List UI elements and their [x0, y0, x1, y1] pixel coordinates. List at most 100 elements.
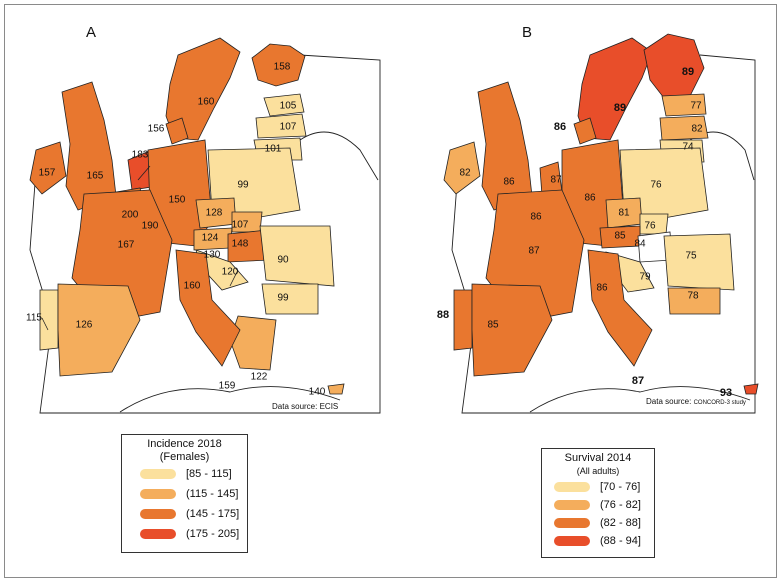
legend-a-swatch: [140, 509, 176, 519]
region-estonia: [661, 93, 707, 117]
legend-a-item-label: (175 - 205]: [186, 528, 240, 540]
legend-b-swatch: [554, 536, 590, 546]
map-a-label-hungary: 148: [232, 239, 249, 250]
map-a-label-slovakia: 107: [232, 220, 249, 231]
legend-b-item: (88 - 94]: [554, 532, 654, 550]
map-a-label-spain: 126: [76, 320, 93, 331]
map-a-label-latvia: 107: [280, 122, 297, 133]
map-b-label-belgium: 86: [530, 212, 542, 223]
map-b-label-malta: 87: [632, 375, 644, 387]
region-romania: [663, 233, 735, 291]
map-a-label-luxembourg: 190: [142, 221, 159, 232]
map-b-label-italy: 86: [596, 283, 608, 294]
map-b-label-spain: 85: [487, 320, 499, 331]
map-b-label-romania: 75: [685, 251, 697, 262]
panel-a-letter: A: [86, 24, 97, 41]
legend-b-item: [70 - 76]: [554, 478, 654, 496]
legend-a-item-label: [85 - 115]: [186, 468, 232, 480]
legend-a-swatch: [140, 489, 176, 499]
map-a-label-cyprus: 140: [309, 387, 326, 398]
panel-b-data-source: Data source: CONCORD-3 study: [646, 397, 746, 406]
map-a-label-ireland: 157: [39, 168, 56, 179]
legend-a-swatch: [140, 529, 176, 539]
map-b-label-france: 87: [528, 246, 540, 257]
legend-a-subtitle: (Females): [159, 451, 210, 463]
map-a-label-romania: 90: [277, 255, 289, 266]
map-b-label-poland: 76: [650, 180, 662, 191]
map-a-leaders: [41, 165, 239, 331]
legend-a: Incidence 2018 (Females) [85 - 115] (115…: [121, 434, 248, 553]
map-a-label-uk: 165: [87, 171, 104, 182]
map-b-label-portugal: 88: [437, 309, 449, 321]
map-b-label-ireland: 82: [459, 168, 471, 179]
legend-a-item: (145 - 175]: [140, 504, 247, 524]
panel-b-letter: B: [522, 24, 533, 41]
map-b-label-latvia: 82: [691, 124, 703, 135]
legend-a-item: [85 - 115]: [140, 464, 247, 484]
map-b-label-netherlands: 87: [550, 175, 562, 186]
map-a-label-lithuania: 101: [265, 144, 282, 155]
legend-b-swatch: [554, 518, 590, 528]
map-b-label-cyprus: 93: [720, 387, 732, 399]
map-b-label-czechia: 81: [618, 208, 630, 219]
region-latvia: [659, 115, 709, 141]
map-b-label-uk: 86: [503, 177, 515, 188]
region-romania: [259, 225, 335, 287]
map-a-label-bulgaria: 99: [277, 293, 289, 304]
legend-b-item-label: (76 - 82]: [600, 499, 641, 511]
map-a-label-czechia: 128: [206, 208, 223, 219]
region-portugal: [39, 289, 59, 351]
map-a-label-malta: 159: [219, 381, 236, 392]
legend-a-item: (115 - 145]: [140, 484, 247, 504]
legend-a-item-label: (115 - 145]: [186, 488, 239, 500]
map-a-labels: 160 158 105 107 101 156 157 165 183 200 …: [26, 62, 326, 398]
legend-b: Survival 2014 (All adults) [70 - 76] (76…: [541, 448, 655, 558]
map-b-labels: 89 89 77 82 74 86 82 86 87 86 86 76 81 7…: [437, 66, 732, 399]
region-cyprus: [743, 383, 759, 395]
figure-frame: [4, 4, 777, 578]
map-b-label-norway: 89: [614, 102, 626, 114]
region-spain: [471, 283, 553, 377]
map-a-countries: [29, 37, 345, 395]
map-a-label-finland: 158: [274, 62, 291, 73]
legend-a-swatch: [140, 469, 176, 479]
map-a-label-germany: 150: [169, 195, 186, 206]
map-b-label-slovenia: 84: [634, 239, 646, 250]
map-b-label-austria: 85: [614, 231, 626, 242]
map-b-label-finland: 89: [682, 66, 694, 78]
legend-b-item-label: (88 - 94]: [600, 535, 641, 547]
panel-b-data-source-detail: CONCORD-3 study: [693, 400, 746, 406]
map-a-label-netherlands: 183: [132, 150, 149, 161]
map-b-label-slovakia: 76: [644, 221, 656, 232]
region-italy: [175, 249, 241, 367]
region-latvia: [255, 113, 307, 139]
legend-b-title: Survival 2014: [564, 452, 632, 464]
region-estonia: [263, 93, 305, 117]
region-norway: [165, 37, 241, 141]
legend-b-item: (82 - 88]: [554, 514, 654, 532]
legend-a-item-label: (145 - 175]: [186, 508, 240, 520]
map-a-label-belgium: 200: [122, 210, 139, 221]
map-a-label-portugal: 115: [26, 313, 42, 324]
region-cyprus: [327, 383, 345, 395]
map-b-label-denmark: 86: [554, 121, 566, 133]
region-finland: [251, 43, 306, 87]
map-b-countries: [443, 33, 759, 395]
map-a-label-estonia: 105: [280, 101, 297, 112]
map-b-label-lithuania: 74: [682, 142, 694, 153]
map-a-label-norway: 160: [198, 97, 215, 108]
panel-b-data-source-label: Data source:: [646, 397, 692, 406]
region-portugal: [453, 289, 473, 351]
region-spain: [57, 283, 141, 377]
map-b-label-bulgaria: 78: [687, 291, 699, 302]
map-b-label-croatia: 79: [639, 272, 651, 283]
map-b-label-germany: 86: [584, 193, 596, 204]
map-a-coastlines: [29, 54, 381, 414]
region-denmark: [165, 117, 189, 145]
legend-b-item: (76 - 82]: [554, 496, 654, 514]
map-a-label-italy: 160: [184, 281, 201, 292]
region-ireland: [443, 141, 481, 195]
